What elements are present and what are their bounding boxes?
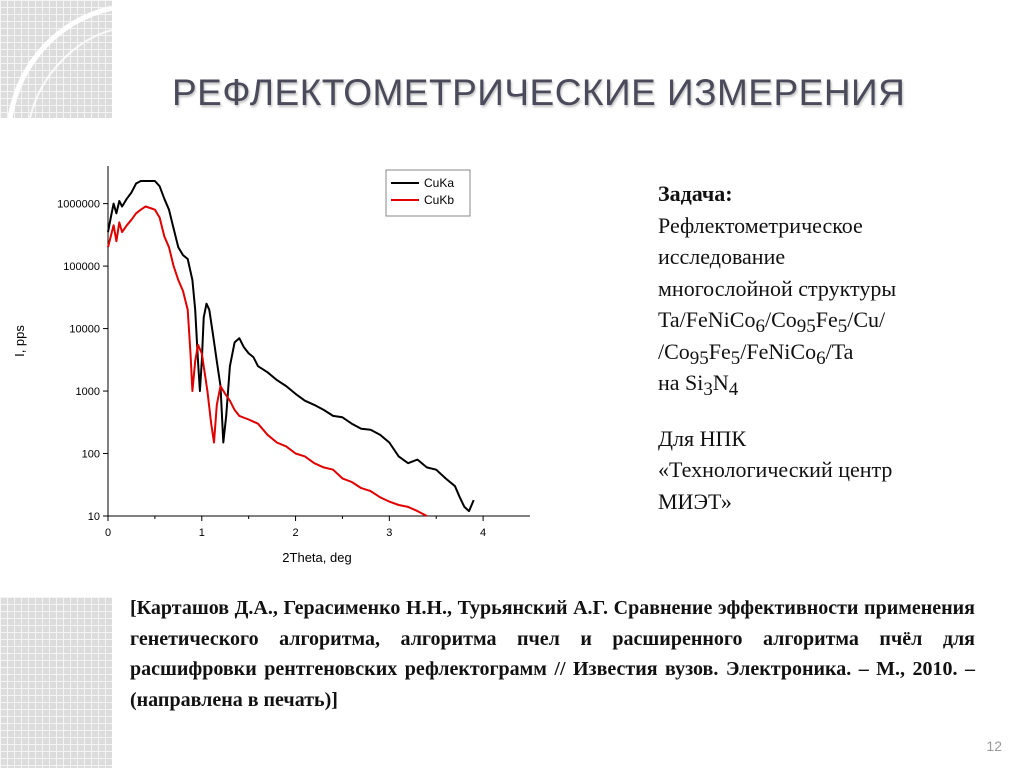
- legend-label: CuKa: [424, 176, 454, 190]
- client-line: «Технологический центр: [658, 457, 893, 482]
- structure-formula-line: /Co95Fe5/FeNiCo6/Ta: [658, 336, 998, 368]
- chart-series: [107, 180, 475, 517]
- y-tick-label: 1000: [76, 386, 100, 398]
- y-tick-label: 10000: [69, 324, 100, 336]
- x-tick-label: 2: [292, 527, 298, 539]
- x-axis-label: 2Theta, deg: [282, 550, 351, 565]
- formula-subscript: 5: [730, 347, 741, 369]
- y-tick-label: 1000000: [57, 199, 100, 211]
- chart-legend: CuKa CuKb: [385, 169, 471, 217]
- formula-subscript: 6: [816, 347, 826, 369]
- formula-text: /Cu/: [847, 307, 886, 332]
- formula-text: /Co: [658, 338, 690, 364]
- y-tick-label: 100000: [63, 261, 100, 273]
- decorative-grid-bottom: [0, 597, 112, 768]
- task-line: исследование: [658, 244, 786, 269]
- decorative-arc: [7, 5, 112, 118]
- y-tick-label: 10: [88, 511, 100, 523]
- formula-subscript: 95: [796, 316, 816, 337]
- legend-box: [385, 169, 471, 217]
- formula-text: N: [712, 370, 729, 395]
- task-description: Задача: Рефлектометрическое исследование…: [658, 178, 998, 517]
- formula-text: /FeNiCo: [740, 338, 817, 364]
- task-heading: Задача:: [658, 181, 733, 206]
- formula-text: на Si: [658, 370, 704, 395]
- structure-formula-line: Ta/FeNiCo6/Co95Fe5/Cu/: [658, 304, 998, 336]
- y-axis-label: I, pps: [12, 325, 27, 357]
- formula-text: Ta/FeNiCo: [658, 307, 756, 332]
- client-line: МИЭТ»: [658, 488, 732, 514]
- formula-subscript: 4: [728, 379, 739, 400]
- formula-text: /Ta: [825, 338, 854, 364]
- substrate-line: на Si3N4: [658, 367, 998, 399]
- task-line: многослойной структуры: [658, 275, 897, 301]
- task-line: Рефлектометрическое: [658, 212, 863, 238]
- series-line-cuka: [107, 180, 475, 513]
- formula-subscript: 5: [837, 316, 848, 337]
- formula-subscript: 6: [755, 316, 765, 337]
- legend-label: CuKb: [424, 193, 454, 207]
- formula-text: /Co: [764, 307, 797, 332]
- formula-subscript: 95: [689, 347, 709, 369]
- formula-subscript: 3: [703, 379, 713, 400]
- formula-text: Fe: [815, 307, 838, 332]
- decorative-grid-top: [0, 0, 112, 118]
- page-number: 12: [986, 738, 1002, 754]
- x-tick-label: 0: [105, 527, 111, 539]
- slide-title: РЕФЛЕКТОМЕТРИЧЕСКИЕ ИЗМЕРЕНИЯ: [172, 72, 906, 113]
- x-tick-label: 3: [386, 527, 392, 539]
- chart-axes: 0 1 2 3 4 10 100 1000 10000 100000 1000000: [57, 166, 530, 539]
- formula-text: Fe: [708, 338, 731, 364]
- x-tick-label: 4: [480, 527, 486, 539]
- series-line-cukb: [107, 205, 428, 517]
- client-line: Для НПК: [658, 425, 747, 451]
- x-tick-label: 1: [199, 527, 205, 539]
- reference-citation: [Карташов Д.А., Герасименко Н.Н., Турьян…: [130, 597, 975, 711]
- y-tick-label: 100: [82, 449, 100, 461]
